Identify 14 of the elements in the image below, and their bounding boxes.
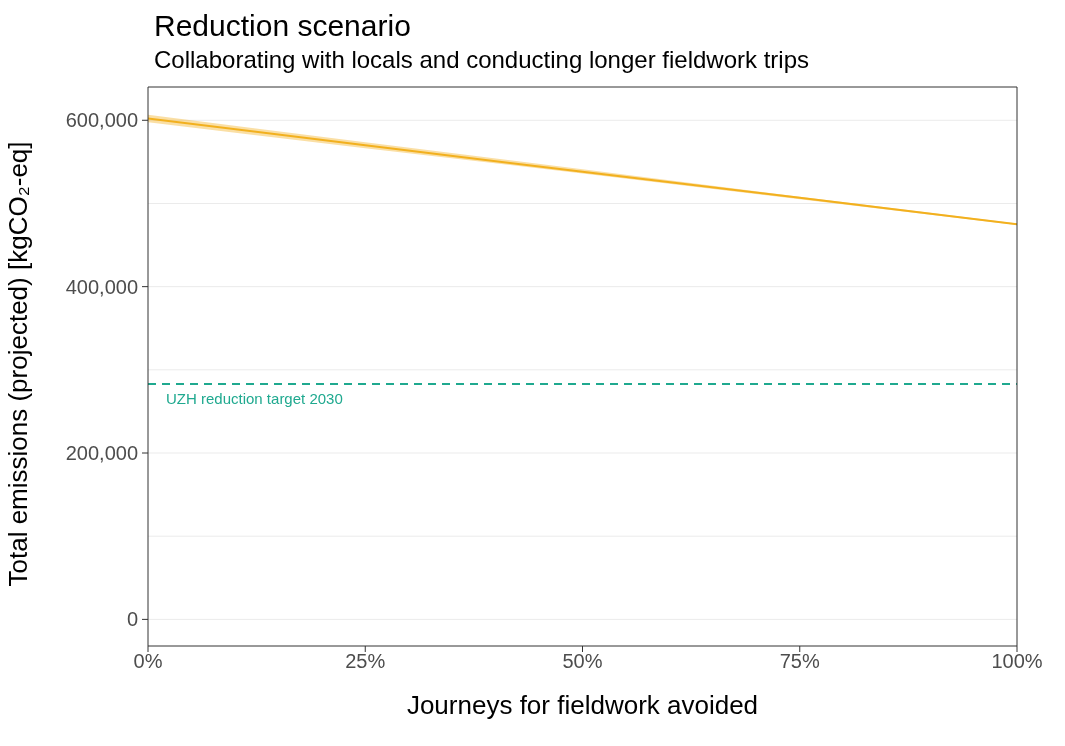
y-axis-title: Total emissions (projected) [kgCO₂-eq]	[3, 141, 34, 587]
chart-subtitle: Collaborating with locals and conducting longer fieldwork trips	[154, 45, 811, 75]
x-tick-label: 75%	[779, 650, 820, 673]
x-axis-title: Journeys for fieldwork avoided	[406, 690, 759, 720]
ref-line-label: UZH reduction target 2030	[166, 389, 343, 407]
y-tick-label: 400,000	[65, 275, 138, 298]
x-tick-label: 25%	[345, 650, 386, 673]
y-tick-label: 0	[126, 608, 138, 631]
y-tick-label: 600,000	[65, 109, 138, 132]
x-tick-label: 50%	[562, 650, 603, 673]
x-tick-label: 0%	[133, 650, 163, 673]
chart-title: Reduction scenario	[154, 8, 412, 44]
x-tick-label: 100%	[991, 650, 1043, 673]
y-tick-label: 200,000	[65, 442, 138, 465]
